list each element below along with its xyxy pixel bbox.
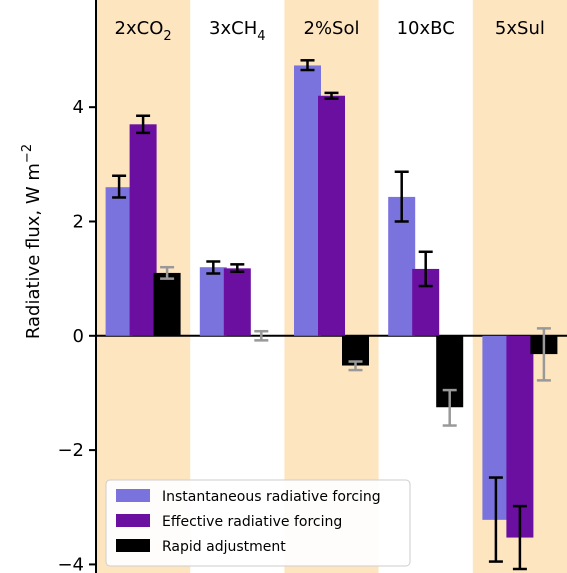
legend-label-0: Instantaneous radiative forcing <box>162 489 381 505</box>
bar-2xCO2-series-1 <box>129 124 157 336</box>
y-tick-label: 2 <box>73 211 84 232</box>
legend-label-2: Rapid adjustment <box>162 539 286 555</box>
bar-3xCH4-series-0 <box>199 267 227 336</box>
error-bars-layer <box>112 59 551 571</box>
error-bar-5xSul-series-2 <box>536 327 551 382</box>
legend-swatch-0 <box>116 489 150 502</box>
bars-layer <box>105 65 558 538</box>
error-bar-10xBC-series-0 <box>394 170 409 223</box>
legend: Instantaneous radiative forcing Effective… <box>105 479 411 567</box>
error-bar-2%Sol-series-0 <box>300 59 315 72</box>
error-bar-2xCO2-series-0 <box>112 174 127 199</box>
error-bar-2%Sol-series-1 <box>324 91 339 100</box>
error-bar-5xSul-series-0 <box>488 476 503 563</box>
y-tick-label: −2 <box>57 440 84 461</box>
legend-swatch-2 <box>116 539 150 552</box>
legend-label-1: Effective radiative forcing <box>162 514 342 530</box>
bar-5xSul-series-1 <box>506 335 534 538</box>
error-bar-10xBC-series-2 <box>442 388 457 427</box>
error-bar-3xCH4-series-1 <box>230 263 245 274</box>
y-axis-label: Radiative flux, W m−2 <box>20 144 44 339</box>
category-label-2%Sol: 2%Sol <box>304 18 360 39</box>
legend-box <box>105 479 411 567</box>
y-tick-label: 4 <box>73 97 84 118</box>
category-label-3xCH4: 3xCH4 <box>209 18 265 44</box>
bar-2xCO2-series-0 <box>105 187 133 336</box>
error-bar-3xCH4-series-0 <box>206 260 221 275</box>
bar-3xCH4-series-1 <box>223 268 251 336</box>
category-label-10xBC: 10xBC <box>397 18 455 39</box>
category-label-2xCO2: 2xCO2 <box>115 18 172 44</box>
error-bar-3xCH4-series-2 <box>254 329 269 342</box>
category-label-5xSul: 5xSul <box>495 18 545 39</box>
legend-swatch-1 <box>116 514 150 527</box>
error-bar-2xCO2-series-1 <box>136 114 151 135</box>
y-tick-label: −4 <box>57 554 84 573</box>
error-bar-10xBC-series-1 <box>418 250 433 288</box>
bar-2%Sol-series-1 <box>318 95 345 336</box>
y-axis: −4 −2 0 2 4 <box>57 0 97 573</box>
y-tick-label: 0 <box>73 326 84 347</box>
bar-2%Sol-series-0 <box>294 65 321 336</box>
category-labels: 2xCO2 3xCH4 2%Sol 10xBC 5xSul <box>115 18 545 44</box>
error-bar-5xSul-series-1 <box>512 504 527 571</box>
bar-2xCO2-series-2 <box>153 272 181 336</box>
error-bar-2xCO2-series-2 <box>160 265 175 280</box>
y-axis-label-layer: Radiative flux, W m−2 <box>20 144 44 339</box>
error-bar-2%Sol-series-2 <box>348 360 363 372</box>
